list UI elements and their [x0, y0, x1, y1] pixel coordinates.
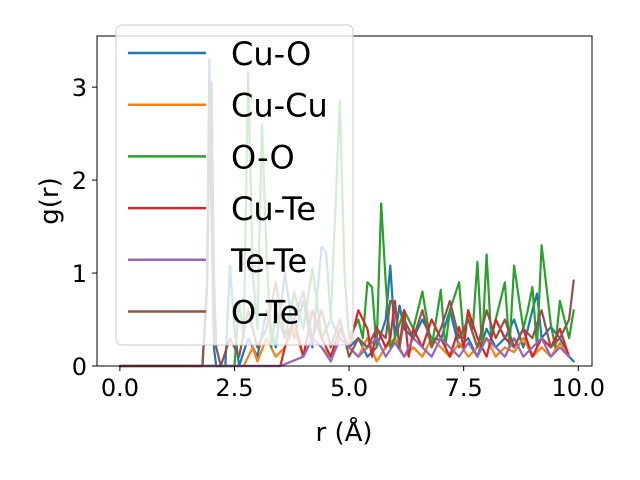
y-axis-ticks: 0 1 2 3: [72, 74, 97, 381]
legend-label: Cu-Cu: [231, 87, 328, 125]
legend-label: Te-Te: [230, 242, 307, 280]
x-axis-label: r (Å): [315, 416, 372, 448]
y-axis-label: g(r): [35, 177, 65, 224]
x-tick-label: 5.0: [330, 374, 368, 402]
legend-label: Cu-O: [231, 35, 311, 73]
legend: Cu-O Cu-Cu O-O Cu-Te Te-Te O-Te: [115, 24, 354, 346]
series-line-o-te: [118, 81, 575, 368]
x-tick-label: 2.5: [215, 374, 253, 402]
legend-label: O-O: [231, 138, 295, 176]
series-line-cu-cu: [118, 327, 571, 368]
y-tick-label: 3: [72, 74, 87, 102]
legend-items: Cu-O Cu-Cu O-O Cu-Te Te-Te O-Te: [128, 35, 328, 332]
x-axis-ticks: 0.0 2.5 5.0 7.5 10.0: [101, 366, 605, 402]
y-tick-label: 2: [72, 167, 87, 195]
legend-label: Cu-Te: [231, 190, 316, 228]
legend-label: O-Te: [231, 294, 299, 332]
y-tick-label: 1: [72, 260, 87, 288]
x-tick-label: 10.0: [552, 374, 605, 402]
x-tick-label: 7.5: [445, 374, 483, 402]
y-tick-label: 0: [72, 353, 87, 381]
x-tick-label: 0.0: [101, 374, 139, 402]
